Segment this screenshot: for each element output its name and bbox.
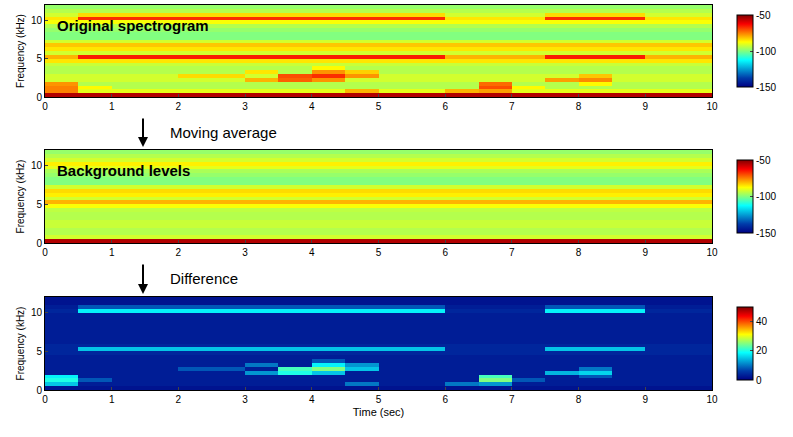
svg-text:10: 10 — [31, 15, 43, 26]
svg-text:Frequency (kHz): Frequency (kHz) — [15, 307, 26, 381]
svg-text:-150: -150 — [756, 228, 776, 239]
svg-text:Frequency (kHz): Frequency (kHz) — [15, 160, 26, 234]
svg-text:0: 0 — [42, 101, 48, 112]
svg-text:8: 8 — [576, 101, 582, 112]
svg-text:0: 0 — [36, 385, 42, 396]
svg-text:2: 2 — [176, 101, 182, 112]
svg-text:0: 0 — [42, 394, 48, 405]
svg-text:0: 0 — [756, 375, 762, 386]
svg-text:5: 5 — [376, 101, 382, 112]
svg-text:2: 2 — [176, 247, 182, 258]
svg-text:3: 3 — [242, 247, 248, 258]
svg-text:20: 20 — [756, 345, 768, 356]
svg-text:5: 5 — [376, 247, 382, 258]
svg-text:7: 7 — [509, 394, 515, 405]
svg-text:9: 9 — [643, 247, 649, 258]
svg-text:8: 8 — [576, 247, 582, 258]
svg-text:5: 5 — [376, 394, 382, 405]
svg-text:10: 10 — [706, 101, 718, 112]
svg-text:1: 1 — [109, 247, 115, 258]
svg-text:3: 3 — [242, 101, 248, 112]
svg-text:0: 0 — [36, 92, 42, 103]
svg-text:4: 4 — [309, 247, 315, 258]
svg-text:4: 4 — [309, 394, 315, 405]
svg-text:-100: -100 — [756, 191, 776, 202]
svg-text:-150: -150 — [756, 82, 776, 93]
svg-text:2: 2 — [176, 394, 182, 405]
svg-text:10: 10 — [706, 394, 718, 405]
svg-text:7: 7 — [509, 101, 515, 112]
svg-text:-50: -50 — [756, 155, 771, 166]
svg-text:7: 7 — [509, 247, 515, 258]
svg-text:1: 1 — [109, 101, 115, 112]
svg-text:10: 10 — [706, 247, 718, 258]
svg-text:9: 9 — [643, 101, 649, 112]
svg-text:Background levels: Background levels — [57, 162, 190, 179]
svg-text:10: 10 — [31, 307, 43, 318]
svg-text:Original spectrogram: Original spectrogram — [57, 17, 209, 34]
svg-text:0: 0 — [36, 238, 42, 249]
svg-text:40: 40 — [756, 316, 768, 327]
svg-text:6: 6 — [442, 247, 448, 258]
svg-text:0: 0 — [42, 247, 48, 258]
svg-text:5: 5 — [36, 346, 42, 357]
svg-text:6: 6 — [442, 394, 448, 405]
svg-text:1: 1 — [109, 394, 115, 405]
svg-text:-100: -100 — [756, 46, 776, 57]
svg-text:8: 8 — [576, 394, 582, 405]
svg-text:4: 4 — [309, 101, 315, 112]
svg-text:6: 6 — [442, 101, 448, 112]
svg-text:-50: -50 — [756, 10, 771, 21]
svg-text:5: 5 — [36, 199, 42, 210]
svg-text:10: 10 — [31, 160, 43, 171]
svg-text:Moving average: Moving average — [170, 124, 277, 141]
svg-text:5: 5 — [36, 53, 42, 64]
svg-text:Difference: Difference — [170, 270, 238, 287]
svg-text:3: 3 — [242, 394, 248, 405]
svg-text:9: 9 — [643, 394, 649, 405]
svg-text:Frequency (kHz): Frequency (kHz) — [15, 14, 26, 88]
svg-text:Time (sec): Time (sec) — [353, 406, 405, 418]
